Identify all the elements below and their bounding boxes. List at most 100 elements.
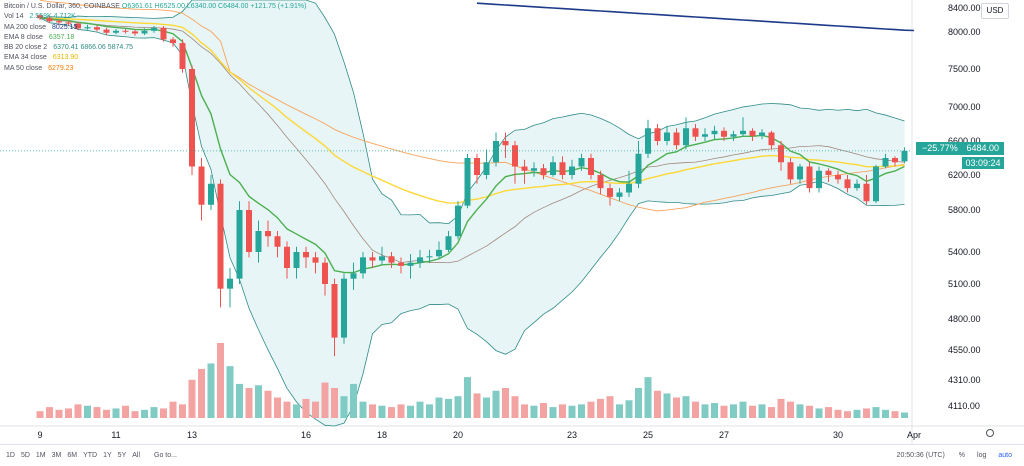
candle-body <box>512 145 518 167</box>
y-tick-label: 5400.00 <box>948 247 981 257</box>
timeframe-button[interactable]: YTD <box>83 452 98 459</box>
volume-bar <box>901 412 908 418</box>
y-tick-label: 7500.00 <box>948 64 981 74</box>
legend-row[interactable]: EMA 8 close 6357.18 <box>4 33 306 43</box>
volume-bar <box>169 401 177 418</box>
goto-button[interactable]: Go to... <box>154 452 177 459</box>
candle-body <box>654 128 661 141</box>
candle-body <box>350 273 357 279</box>
last-price: 6484.00 <box>966 143 999 153</box>
candle-body <box>293 252 300 268</box>
candle-body <box>559 162 566 175</box>
candle-body <box>322 262 328 284</box>
timeframe-button[interactable]: 6M <box>67 452 78 459</box>
candle-body <box>407 262 414 266</box>
legend-label: BB 20 close 2 <box>4 44 48 52</box>
volume-bar <box>815 408 823 418</box>
legend-row[interactable]: Vol 14 2.558K 4.712K <box>4 12 306 22</box>
legend-row[interactable]: EMA 34 close 6313.90 <box>4 53 306 63</box>
legend-label: MA 50 close <box>4 64 43 72</box>
timeframe-button[interactable]: 1M <box>35 452 46 459</box>
volume-bar <box>758 404 766 418</box>
timeframe-button[interactable]: 5Y <box>117 452 127 459</box>
bollinger-fill <box>40 0 905 426</box>
candle-body <box>721 130 727 137</box>
candle-body <box>198 166 205 205</box>
legend-row[interactable]: MA 50 close 6279.23 <box>4 64 306 74</box>
timeframe-button[interactable]: 5D <box>20 452 30 459</box>
volume-bar <box>711 403 718 418</box>
auto-scale-toggle[interactable]: auto <box>998 452 1012 459</box>
symbol-name: Bitcoin / U.S. Dollar <box>4 3 65 10</box>
currency-button[interactable]: USD <box>981 3 1009 19</box>
volume-bar <box>521 404 528 418</box>
volume-bar <box>644 377 652 418</box>
volume-bar <box>388 407 395 418</box>
legend-row[interactable]: MA 200 close 8025.15 <box>4 23 306 33</box>
timeframe-button[interactable]: 1D <box>6 452 15 459</box>
volume-bar <box>777 398 785 418</box>
change-pct: −25.77% <box>922 143 958 153</box>
volume-bar <box>701 404 709 418</box>
candle-body <box>873 166 879 202</box>
candle-body <box>502 141 509 146</box>
y-tick-label: 8000.00 <box>948 27 981 37</box>
candle-body <box>122 30 129 32</box>
legend-label: Vol 14 <box>4 13 24 21</box>
candle-body <box>75 23 81 29</box>
timeframe-button[interactable]: 1Y <box>103 452 112 459</box>
ema34-line <box>39 17 905 204</box>
volume-bar <box>492 390 500 418</box>
candle-body <box>778 145 784 163</box>
candle-body <box>341 278 347 338</box>
volume-bar <box>36 411 44 418</box>
volume-bar <box>863 408 870 418</box>
candle-body <box>768 132 775 146</box>
timeframe-button[interactable]: All <box>132 452 141 459</box>
volume-bar <box>454 396 462 418</box>
legend-row[interactable]: BB 20 close 2 6370.41 6866.06 5874.75 <box>4 43 306 53</box>
price-chart[interactable]: 8400.00 8000.00 7500.00 7000.00 6600.00 6200.… <box>0 0 1024 444</box>
volume-bar <box>283 401 291 418</box>
volume-bar <box>112 408 120 418</box>
volume-bar <box>682 396 690 418</box>
volume-bar <box>359 401 367 418</box>
x-tick-label: 11 <box>111 430 120 440</box>
candle-body <box>331 284 338 338</box>
x-tick-label: 16 <box>301 430 311 440</box>
candle-body <box>673 132 680 146</box>
candle-body <box>854 183 860 189</box>
volume-bar <box>312 401 319 418</box>
volume-bar <box>331 388 338 418</box>
volume-bar <box>141 409 148 418</box>
log-scale-toggle[interactable]: log <box>977 452 987 459</box>
candle-body <box>863 183 870 202</box>
volume-bar <box>378 405 386 418</box>
volume-bar <box>882 409 889 418</box>
volume-bar <box>131 411 139 418</box>
volume-bar <box>891 411 899 418</box>
bar-countdown: 03:09:24 <box>962 157 1004 169</box>
ohlc-values: O6361.61 H6525.00 L6340.00 C6484.00 +121… <box>121 3 307 10</box>
volume-bar <box>511 396 519 418</box>
interval-label: 360 <box>68 3 80 10</box>
symbol-header[interactable]: Bitcoin / U.S. Dollar, 360, COINBASE O63… <box>4 3 307 10</box>
volume-bar <box>274 397 281 418</box>
volume-bar <box>350 383 357 418</box>
candle-body <box>160 27 167 40</box>
volume-bar <box>55 409 63 418</box>
percent-scale-toggle[interactable]: % <box>958 452 966 459</box>
candle-body <box>464 158 471 206</box>
volume-bar <box>872 407 880 418</box>
volume-bar <box>806 405 813 418</box>
candle-body <box>455 205 461 237</box>
x-tick-label: 23 <box>567 430 577 440</box>
candle-body <box>94 27 100 30</box>
candle-body <box>360 257 366 274</box>
candle-body <box>65 22 72 24</box>
candle-body <box>284 246 290 268</box>
volume-bar <box>321 382 329 418</box>
volume-bar <box>65 408 72 418</box>
volume-bar <box>46 407 53 418</box>
timeframe-button[interactable]: 3M <box>51 452 62 459</box>
